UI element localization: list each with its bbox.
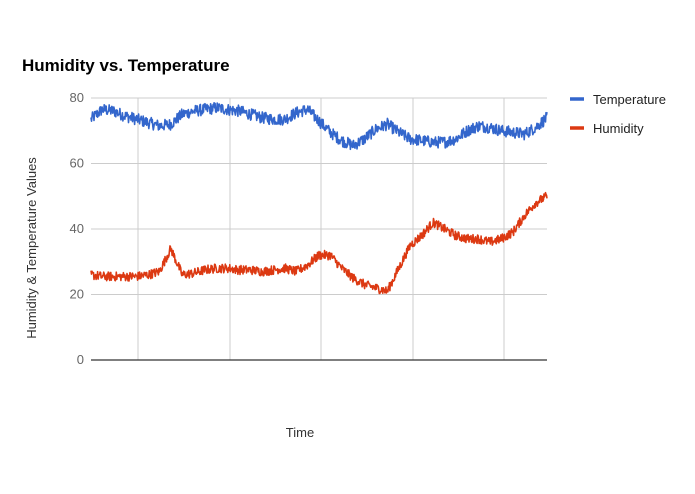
y-tick-label: 40 [70,221,84,236]
chart-title: Humidity vs. Temperature [22,56,230,75]
series-lines [90,102,548,295]
gridlines [91,97,547,360]
y-axis-label: Humidity & Temperature Values [24,157,39,339]
legend-label-humidity: Humidity [593,121,644,136]
y-tick-label: 80 [70,90,84,105]
y-tick-labels: 0 20 40 60 80 [70,90,84,367]
series-line-temperature [90,102,548,151]
y-tick-label: 20 [70,287,84,302]
y-tick-label: 60 [70,156,84,171]
series-line-humidity [90,191,548,295]
y-tick-label: 0 [77,352,84,367]
legend: Temperature Humidity [570,92,666,136]
legend-label-temperature: Temperature [593,92,666,107]
x-axis-label: Time [286,425,314,440]
